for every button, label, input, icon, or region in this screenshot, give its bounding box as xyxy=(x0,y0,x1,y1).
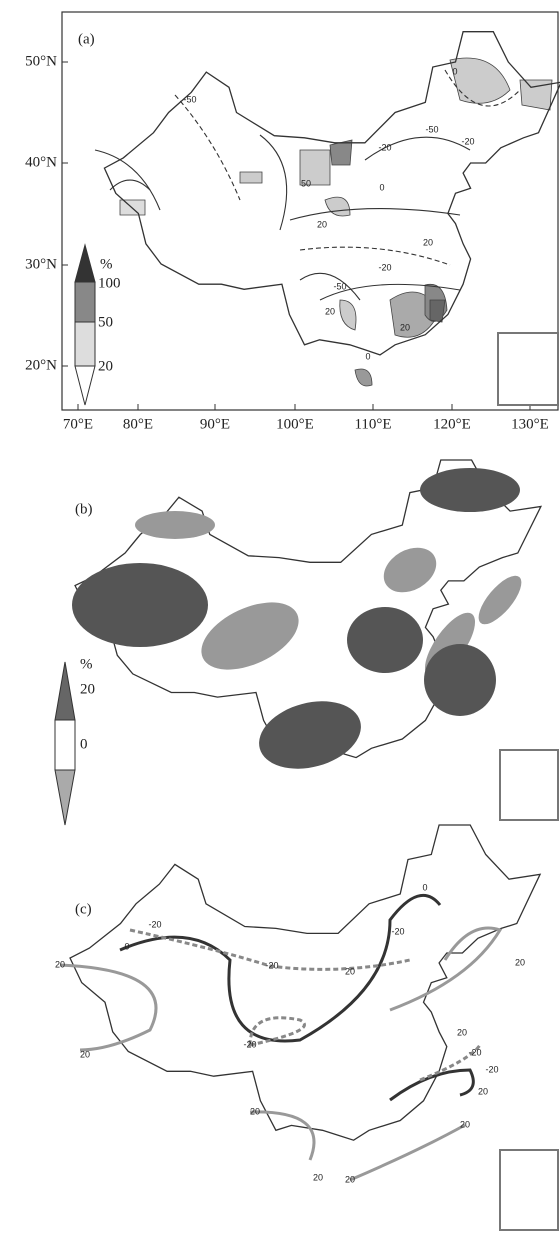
contour-label: 20 xyxy=(345,966,355,976)
contour-line xyxy=(250,1112,314,1160)
shaded-region xyxy=(191,589,309,684)
legend-bar xyxy=(75,245,95,282)
panel-label: (b) xyxy=(75,501,93,517)
contour-label: 20 xyxy=(457,1027,467,1037)
shaded-region xyxy=(420,468,520,512)
contour-line xyxy=(175,95,240,200)
lat-tick-label: 30°N xyxy=(25,256,57,272)
contour-label: -20 xyxy=(468,1047,481,1057)
inset-frame xyxy=(500,1150,558,1230)
legend-unit: % xyxy=(80,656,93,672)
inset-frame xyxy=(500,750,558,820)
contour-label: 0 xyxy=(452,66,457,76)
contour-label: 20 xyxy=(55,959,65,969)
shaded-region xyxy=(330,140,352,165)
legend-label: 50 xyxy=(98,314,113,330)
shaded-region xyxy=(72,563,208,647)
contour-label: 50 xyxy=(301,178,311,188)
contour-label: 0 xyxy=(379,182,384,192)
figure: (a) (b) (c) 50°N 40°N 30°N 20°N 70°E 80°E 90°E… xyxy=(0,0,560,1235)
contour-label: -50 xyxy=(425,124,438,134)
legend-unit: % xyxy=(100,256,113,272)
contour-label: 20 xyxy=(80,1049,90,1059)
lat-tick-label: 50°N xyxy=(25,53,57,69)
lon-tick-label: 100°E xyxy=(276,416,314,432)
legend-label: 20 xyxy=(98,358,113,374)
shaded-region xyxy=(325,197,350,216)
inset-frame xyxy=(498,333,558,405)
lon-tick-label: 130°E xyxy=(511,416,549,432)
lat-tick-label: 40°N xyxy=(25,154,57,170)
legend-bar xyxy=(75,366,95,405)
contour-label: -20 xyxy=(461,136,474,146)
legend-bar xyxy=(75,322,95,366)
legend-bar xyxy=(75,282,95,322)
contour-label: 20 xyxy=(478,1086,488,1096)
contour-label: -20 xyxy=(378,262,391,272)
contour-label: -50 xyxy=(333,281,346,291)
shaded-region xyxy=(472,569,529,630)
legend-label: 100 xyxy=(98,275,121,291)
shaded-region xyxy=(355,369,372,386)
contour-label: 20 xyxy=(400,322,410,332)
shaded-region xyxy=(251,691,368,780)
lon-tick-label: 70°E xyxy=(63,416,93,432)
shaded-region xyxy=(376,539,444,602)
shaded-region xyxy=(450,58,510,103)
contour-line xyxy=(260,135,287,230)
contour-label: -20 xyxy=(243,1039,256,1049)
contour-label: 0 xyxy=(124,941,129,951)
shaded-region xyxy=(135,511,215,539)
contour-line xyxy=(60,965,156,1050)
shaded-region xyxy=(240,172,262,183)
contour-label: 20 xyxy=(515,957,525,967)
lon-tick-label: 110°E xyxy=(354,416,391,432)
contour-label: 0 xyxy=(422,882,427,892)
contour-label: 20 xyxy=(325,306,335,316)
panel-label: (c) xyxy=(75,901,92,917)
legend-bar xyxy=(55,662,75,720)
contour-label: -20 xyxy=(265,960,278,970)
contour-label: 0 xyxy=(365,351,370,361)
contour-label: 20 xyxy=(345,1174,355,1184)
contour-label: -50 xyxy=(183,94,196,104)
contour-label: 20 xyxy=(317,219,327,229)
lon-tick-label: 120°E xyxy=(433,416,471,432)
contour-line xyxy=(290,209,460,220)
lat-tick-label: 20°N xyxy=(25,357,57,373)
contour-label: 20 xyxy=(250,1106,260,1116)
contour-label: 20 xyxy=(313,1172,323,1182)
shaded-region xyxy=(340,300,356,330)
legend-bar xyxy=(55,770,75,825)
contour-label: 20 xyxy=(423,237,433,247)
panel-label: (a) xyxy=(78,31,95,47)
legend-bar xyxy=(55,720,75,770)
contour-label: -20 xyxy=(391,926,404,936)
contour-line xyxy=(300,247,450,265)
contour-line xyxy=(390,928,500,1010)
contour-label: -20 xyxy=(378,142,391,152)
contour-line xyxy=(350,1125,465,1180)
legend-label: 0 xyxy=(80,736,88,752)
legend-label: 20 xyxy=(80,681,95,697)
contour-label: 20 xyxy=(460,1119,470,1129)
contour-label: -20 xyxy=(148,919,161,929)
lon-tick-label: 90°E xyxy=(200,416,230,432)
contour-label: -20 xyxy=(485,1064,498,1074)
lon-tick-label: 80°E xyxy=(123,416,153,432)
shaded-region xyxy=(424,644,496,716)
shaded-region xyxy=(347,607,423,673)
